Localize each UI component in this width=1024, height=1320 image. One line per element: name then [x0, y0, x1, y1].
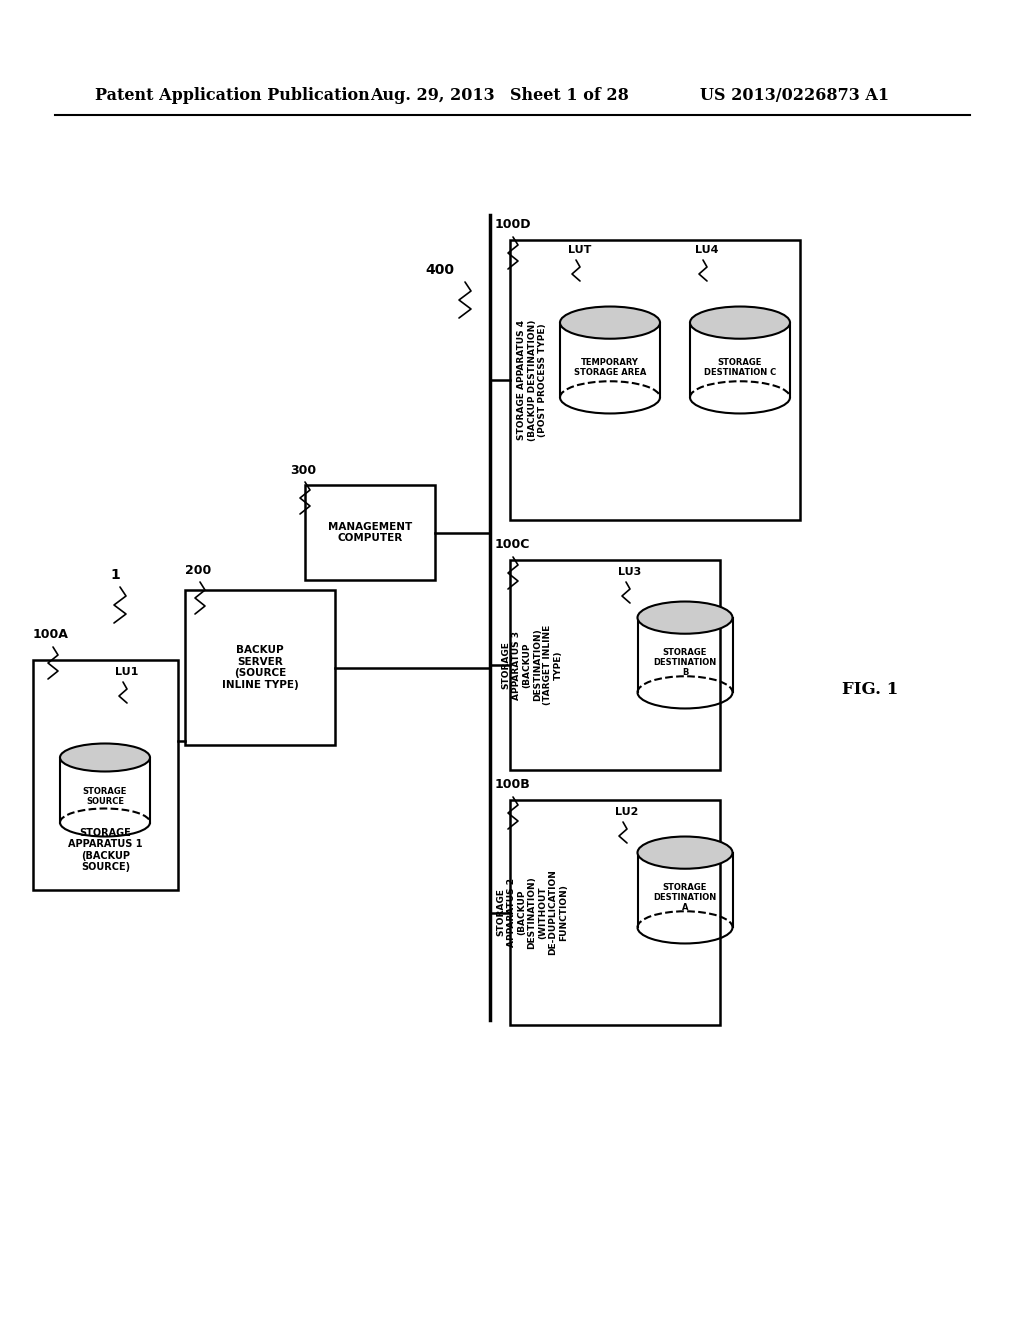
Text: Patent Application Publication: Patent Application Publication: [95, 87, 370, 103]
Text: 1: 1: [111, 568, 120, 582]
Text: STORAGE
APPARATUS 3
(BACKUP
DESTINATION)
(TARGET INLINE
TYPE): STORAGE APPARATUS 3 (BACKUP DESTINATION)…: [502, 624, 562, 705]
Ellipse shape: [60, 743, 150, 771]
Text: LU3: LU3: [618, 568, 641, 577]
Text: STORAGE
APPARATUS 2
(BACKUP
DESTINATION)
(WITHOUT
DE-DUPLICATION
FUNCTION): STORAGE APPARATUS 2 (BACKUP DESTINATION)…: [497, 870, 567, 956]
Bar: [510, 560, 720, 770]
Ellipse shape: [638, 602, 732, 634]
Ellipse shape: [690, 306, 790, 339]
Text: LU2: LU2: [615, 807, 638, 817]
Text: 100A: 100A: [33, 628, 69, 642]
Ellipse shape: [638, 837, 732, 869]
Text: US 2013/0226873 A1: US 2013/0226873 A1: [700, 87, 889, 103]
Text: FIG. 1: FIG. 1: [842, 681, 898, 698]
Text: TEMPORARY
STORAGE AREA: TEMPORARY STORAGE AREA: [573, 358, 646, 378]
Text: 100D: 100D: [495, 219, 531, 231]
Text: 400: 400: [426, 263, 455, 277]
Text: STORAGE APPARATUS 4
(BACKUP DESTINATION)
(POST PROCESS TYPE): STORAGE APPARATUS 4 (BACKUP DESTINATION)…: [517, 319, 547, 441]
Ellipse shape: [560, 306, 660, 339]
Bar: [510, 800, 720, 1026]
Text: STORAGE
APPARATUS 1
(BACKUP
SOURCE): STORAGE APPARATUS 1 (BACKUP SOURCE): [69, 828, 142, 873]
Text: 300: 300: [290, 463, 316, 477]
Text: 200: 200: [185, 564, 211, 577]
Text: STORAGE
DESTINATION C: STORAGE DESTINATION C: [703, 358, 776, 378]
Bar: [305, 484, 435, 579]
Text: MANAGEMENT
COMPUTER: MANAGEMENT COMPUTER: [328, 521, 412, 544]
Text: Aug. 29, 2013: Aug. 29, 2013: [370, 87, 495, 103]
Text: LU4: LU4: [695, 246, 719, 255]
Bar: [33, 660, 178, 890]
Text: BACKUP
SERVER
(SOURCE
INLINE TYPE): BACKUP SERVER (SOURCE INLINE TYPE): [221, 645, 298, 690]
Text: STORAGE
DESTINATION
B: STORAGE DESTINATION B: [653, 648, 717, 677]
Bar: [510, 240, 800, 520]
Text: 100B: 100B: [495, 779, 530, 792]
Text: STORAGE
DESTINATION
A: STORAGE DESTINATION A: [653, 883, 717, 912]
Text: LUT: LUT: [568, 246, 592, 255]
Text: 100C: 100C: [495, 539, 530, 552]
Bar: [185, 590, 335, 744]
Text: STORAGE
SOURCE: STORAGE SOURCE: [83, 787, 127, 807]
Text: Sheet 1 of 28: Sheet 1 of 28: [510, 87, 629, 103]
Text: LU1: LU1: [115, 667, 138, 677]
